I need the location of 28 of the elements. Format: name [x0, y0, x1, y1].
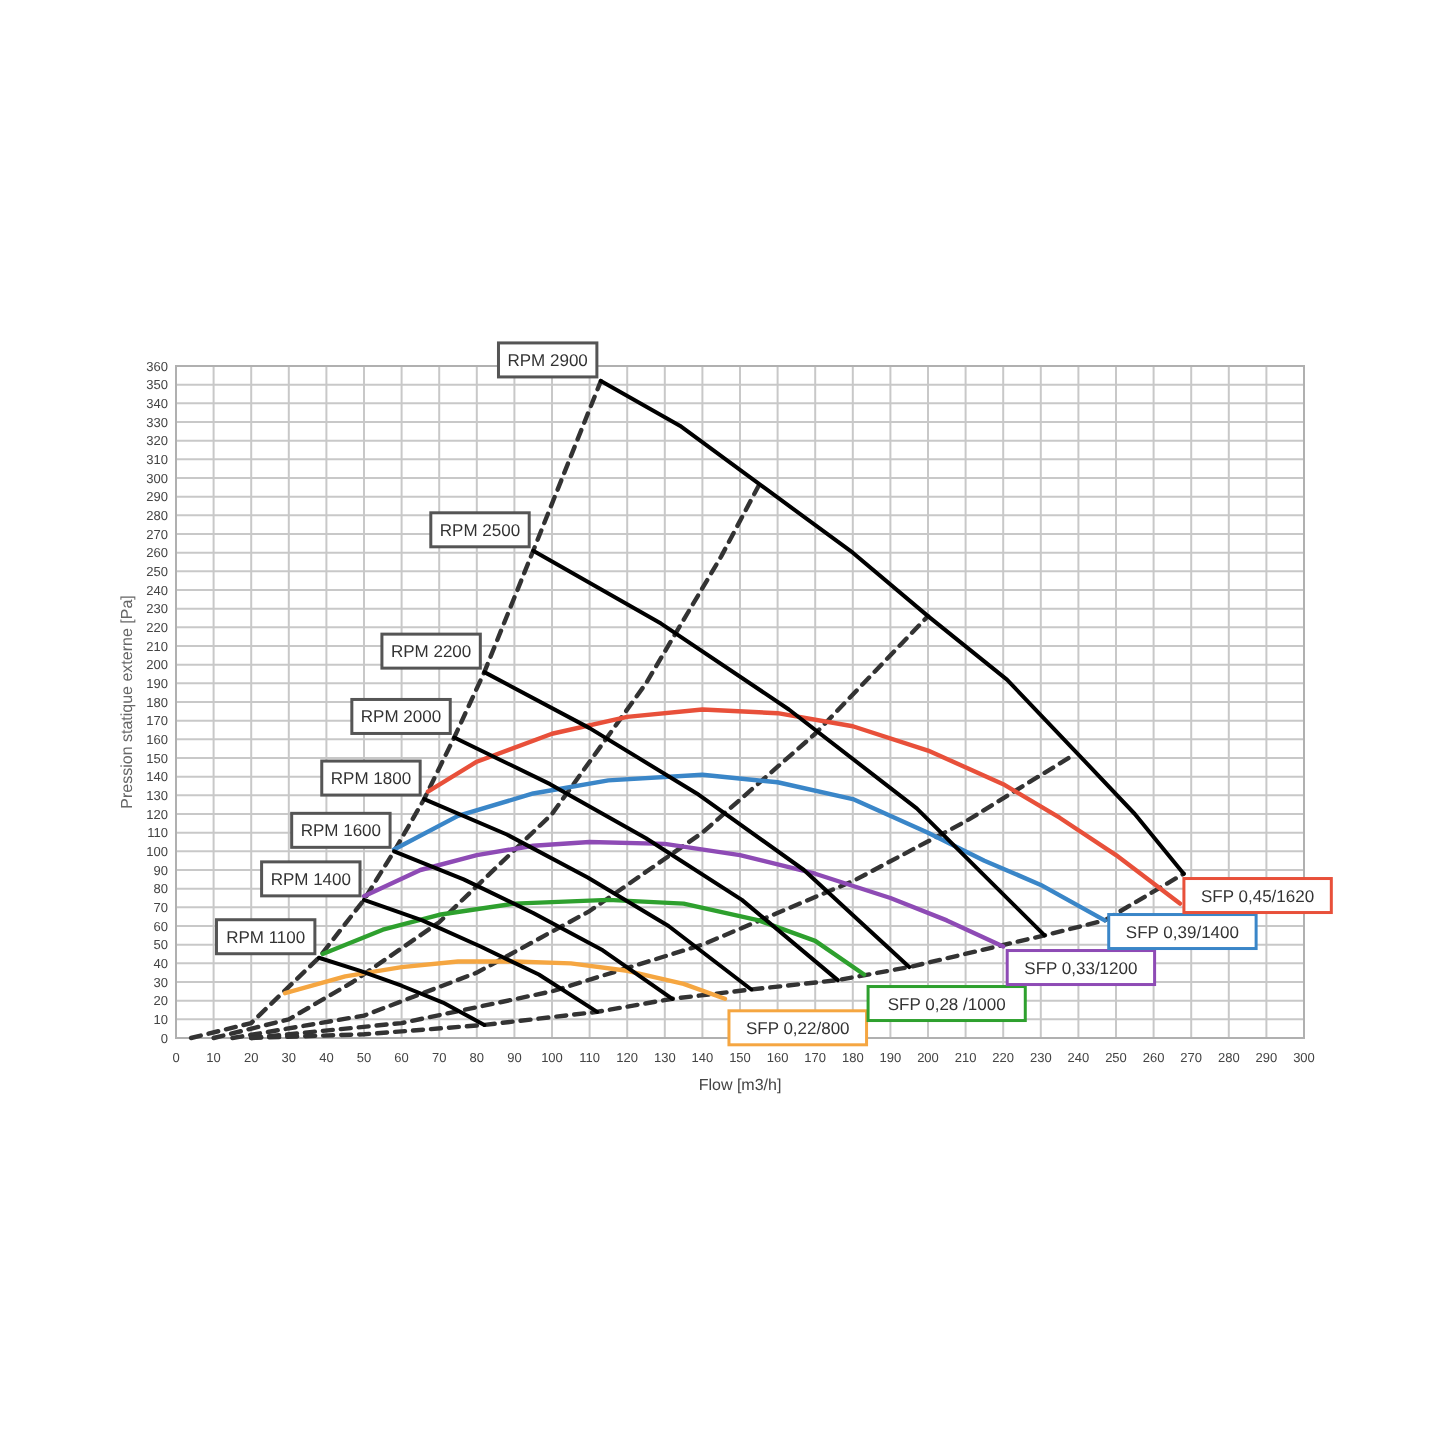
annotation: SFP 0,39/1400: [1125, 921, 1240, 942]
annotation: SFP 0,22/800: [745, 1017, 851, 1038]
callout: SFP 0,45/1620: [1182, 877, 1333, 915]
annotation: RPM 2000: [360, 706, 442, 727]
callout: SFP 0,28 /1000: [866, 985, 1027, 1023]
callout: SFP 0,33/1200: [1005, 949, 1157, 987]
callout: SFP 0,39/1400: [1107, 913, 1258, 951]
annotation: SFP 0,33/1200: [1024, 957, 1138, 978]
x-axis-title: Flow [m3/h]: [698, 1076, 782, 1094]
annotation: RPM 2900: [507, 349, 589, 370]
callout: RPM 1800: [320, 759, 422, 797]
callout: RPM 1600: [290, 811, 392, 849]
annotation: RPM 1400: [270, 868, 352, 889]
annotation: RPM 2500: [439, 519, 521, 540]
annotation: RPM 1100: [226, 926, 306, 947]
callout: RPM 2900: [497, 341, 599, 379]
annotation: SFP 0,28 /1000: [887, 993, 1007, 1014]
callout: SFP 0,22/800: [727, 1009, 869, 1047]
callout: RPM 2200: [380, 632, 482, 670]
annotation: RPM 1600: [300, 820, 382, 841]
y-axis-title: Pression statique externe [Pa]: [118, 595, 136, 809]
callout: RPM 1100: [215, 918, 317, 956]
annotation: RPM 2200: [390, 641, 472, 662]
annotation: SFP 0,45/1620: [1201, 885, 1315, 906]
annotation: RPM 1800: [330, 768, 412, 789]
callout: RPM 2000: [350, 697, 452, 735]
callout: RPM 2500: [429, 511, 531, 549]
callout: RPM 1400: [260, 860, 362, 898]
